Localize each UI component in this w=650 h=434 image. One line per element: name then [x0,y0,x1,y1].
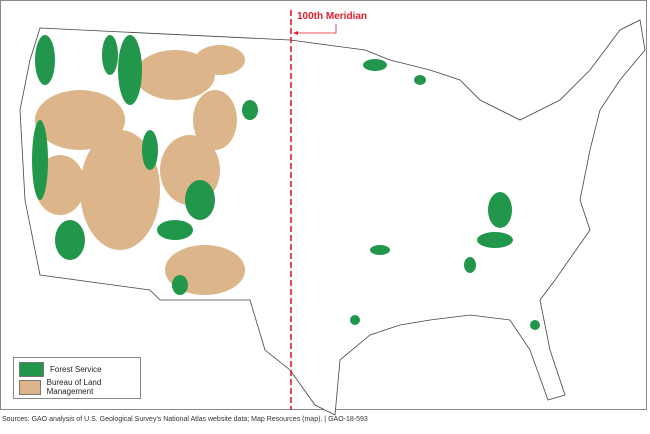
legend-item-forest-service: Forest Service [19,361,135,377]
meridian-label: 100th Meridian [297,11,368,22]
legend-label: Forest Service [50,364,102,374]
forest-service-swatch [19,361,44,377]
arrow-head-icon [293,31,298,35]
meridian-arrow [295,24,337,34]
legend-item-blm: Bureau of Land Management [19,378,135,396]
legend-label: Bureau of Land Management [46,378,102,396]
forest-service-lands [32,35,540,330]
us-outline [19,19,646,416]
source-note: Sources: GAO analysis of U.S. Geological… [2,416,368,423]
blm-swatch [19,379,41,395]
legend: Forest Service Bureau of Land Management [13,357,141,399]
